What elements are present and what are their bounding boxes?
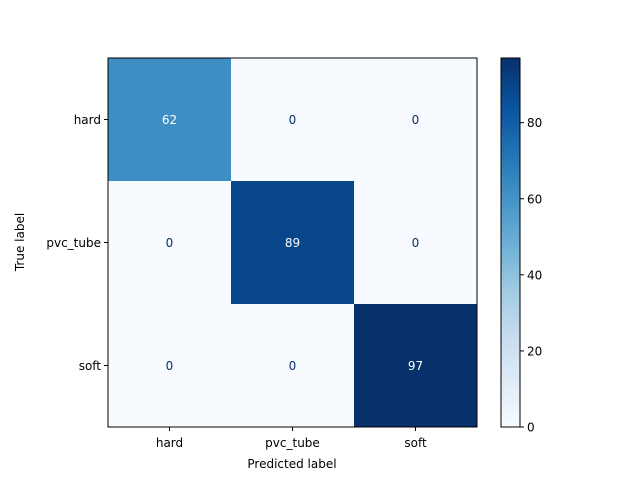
colorbar-tick-label: 40: [527, 268, 542, 282]
cell-value-label: 62: [162, 113, 177, 127]
cell-value-label: 97: [408, 359, 423, 373]
heatmap-cell: [354, 304, 478, 428]
x-axis-label: Predicted label: [247, 457, 336, 471]
heatmap-cell: [354, 181, 478, 305]
heatmap-cell: [231, 58, 355, 182]
cell-value-labels: 62 0 0 0 89 0 0 0 97: [162, 113, 423, 373]
heatmap-cell: [108, 304, 232, 428]
colorbar-tick-label: 60: [527, 192, 542, 206]
colorbar-tick-label: 20: [527, 344, 542, 358]
heatmap-cells: [108, 58, 478, 428]
heatmap-cell: [231, 304, 355, 428]
cell-value-label: 0: [289, 113, 297, 127]
colorbar-tick-label: 0: [527, 421, 535, 435]
cell-value-label: 0: [412, 236, 420, 250]
cell-value-label: 0: [166, 236, 174, 250]
y-tick-label: pvc_tube: [46, 236, 101, 250]
cell-value-label: 89: [285, 236, 300, 250]
heatmap-cell: [354, 58, 478, 182]
heatmap-cell: [108, 58, 232, 182]
x-tick-label: soft: [404, 436, 427, 450]
x-tick-label: pvc_tube: [265, 436, 320, 450]
cell-value-label: 0: [289, 359, 297, 373]
y-tick-label: hard: [74, 113, 101, 127]
y-axis-label: True label: [13, 213, 27, 272]
x-tick-label: hard: [156, 436, 183, 450]
x-axis-ticks: hard pvc_tube soft: [156, 427, 427, 450]
cell-value-label: 0: [412, 113, 420, 127]
cell-value-label: 0: [166, 359, 174, 373]
colorbar-ticks: 0 20 40 60 80: [520, 116, 542, 435]
y-tick-label: soft: [79, 359, 102, 373]
colorbar: [500, 57, 521, 428]
colorbar-tick-label: 80: [527, 116, 542, 130]
heatmap-cell: [231, 181, 355, 305]
heatmap-cell: [108, 181, 232, 305]
